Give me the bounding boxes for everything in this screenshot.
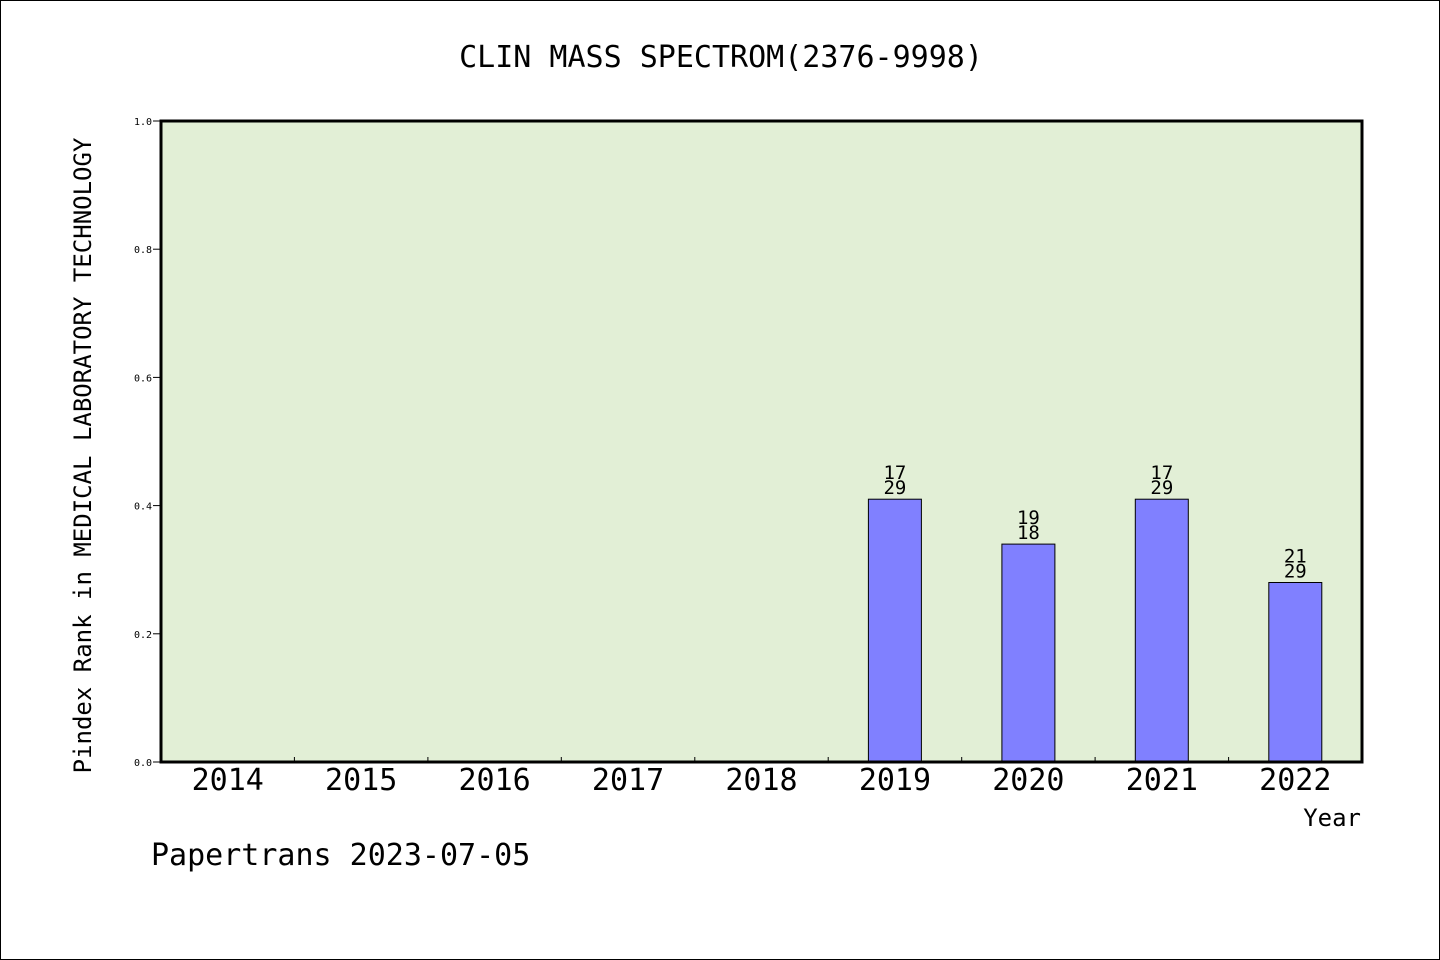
y-tick-label: 0.4 <box>134 502 152 513</box>
bar-2021 <box>1134 498 1189 763</box>
y-tick-label: 0.2 <box>134 630 152 641</box>
y-tick-label: 1.0 <box>134 117 152 128</box>
bar-label-bottom-2021: 29 <box>1150 477 1173 499</box>
y-axis-label: Pindex Rank in MEDICAL LABORATORY TECHNO… <box>69 137 97 773</box>
y-tick-label: 0.0 <box>134 758 152 769</box>
bar-label-top-2019: 17 <box>883 462 906 484</box>
bar-label-bottom-2020: 18 <box>1017 522 1040 544</box>
y-tick-label: 0.8 <box>134 245 152 256</box>
x-tick-label-2022: 2022 <box>1259 763 1331 798</box>
plot-frame <box>159 119 1364 764</box>
x-tick-label-2015: 2015 <box>325 763 397 798</box>
x-tick-label-2014: 2014 <box>192 763 264 798</box>
axis-ticks: 2014 2015 2016 2017 2018 2019 2020 2021 2022 0.0 0… <box>134 117 1331 798</box>
x-axis-label: Year <box>1303 804 1361 832</box>
x-tick-label-2020: 2020 <box>992 763 1064 798</box>
footer-credit: Papertrans 2023-07-05 <box>151 838 530 873</box>
bar-label-bottom-2019: 29 <box>883 477 906 499</box>
bar-label-top-2021: 17 <box>1150 462 1173 484</box>
x-tick-label-2016: 2016 <box>458 763 530 798</box>
y-tick-label: 0.6 <box>134 373 152 384</box>
bar-2020 <box>1001 543 1056 763</box>
bar-label-top-2020: 19 <box>1017 507 1040 529</box>
x-tick-label-2017: 2017 <box>592 763 664 798</box>
bar-2022 <box>1268 582 1323 763</box>
x-tick-label-2018: 2018 <box>725 763 797 798</box>
bar-label-top-2022: 21 <box>1284 546 1307 568</box>
x-tick-label-2021: 2021 <box>1126 763 1198 798</box>
chart-title: CLIN MASS SPECTROM(2376-9998) <box>459 40 983 75</box>
x-tick-label-2019: 2019 <box>859 763 931 798</box>
bar-2019 <box>867 498 922 763</box>
bar-label-bottom-2022: 29 <box>1284 561 1307 583</box>
